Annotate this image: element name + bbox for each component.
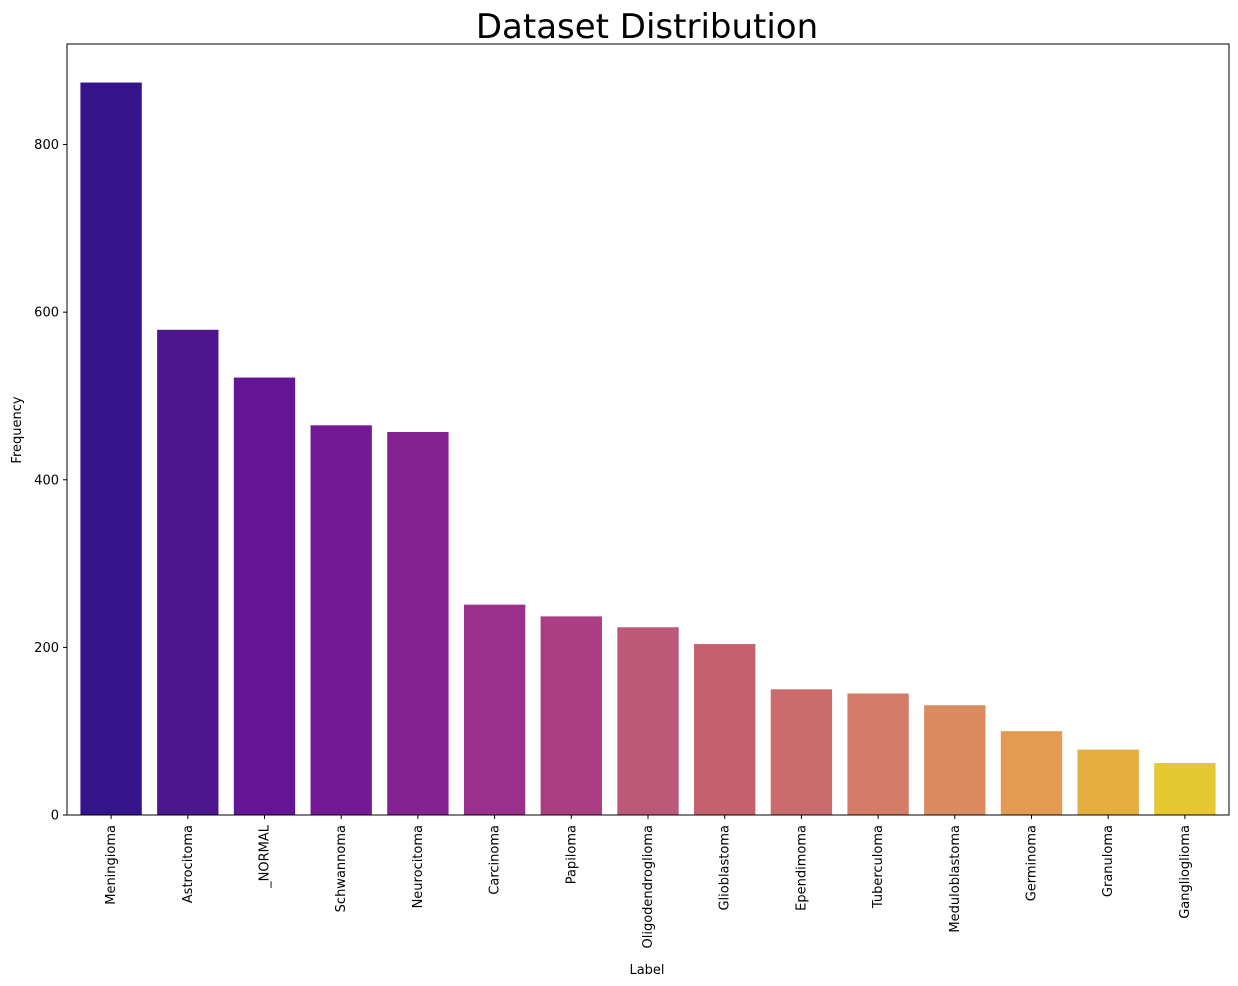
bar-normal bbox=[233, 377, 296, 815]
x-tick-label: Carcinoma bbox=[488, 825, 503, 895]
y-axis-label: Frequency bbox=[10, 396, 25, 463]
x-tick-label: Ependimoma bbox=[794, 825, 809, 911]
bar-schwannoma bbox=[310, 425, 372, 815]
x-tick-label: Meningioma bbox=[104, 825, 119, 905]
x-tick-label: Ganglioglioma bbox=[1178, 825, 1193, 919]
bar-granuloma bbox=[1077, 749, 1139, 815]
bar-carcinoma bbox=[463, 604, 526, 815]
bar-germinoma bbox=[1000, 731, 1063, 815]
x-tick-label: Astrocitoma bbox=[181, 825, 196, 903]
bar-neurocitoma bbox=[387, 432, 449, 815]
bar-ganglioglioma bbox=[1154, 763, 1216, 815]
x-tick-label: Neurocitoma bbox=[411, 825, 426, 908]
bar-meningioma bbox=[80, 82, 142, 816]
x-axis-label: Label bbox=[629, 963, 664, 978]
y-tick-label: 0 bbox=[51, 809, 59, 824]
x-axis: Meningioma Astrocitoma _NORMAL Schwannoma Ne… bbox=[104, 815, 1193, 948]
bar-ependimoma bbox=[770, 689, 833, 815]
x-tick-label: Oligodendroglioma bbox=[641, 825, 656, 948]
bars-group bbox=[80, 82, 1216, 816]
x-tick-label: Glioblastoma bbox=[718, 825, 733, 911]
y-tick-label: 800 bbox=[34, 138, 59, 153]
bar-tuberculoma bbox=[847, 693, 909, 815]
x-tick-label: Meduloblastoma bbox=[948, 825, 963, 933]
bar-meduloblastoma bbox=[924, 705, 986, 815]
bar-papiloma bbox=[540, 616, 602, 815]
x-tick-label: _NORMAL bbox=[258, 824, 273, 889]
x-tick-label: Tuberculoma bbox=[871, 825, 886, 909]
y-tick-label: 400 bbox=[34, 473, 59, 488]
bar-oligodendroglioma bbox=[617, 627, 679, 815]
y-tick-label: 200 bbox=[34, 641, 59, 656]
x-tick-label: Granuloma bbox=[1101, 825, 1116, 897]
bar-glioblastoma bbox=[694, 644, 756, 815]
y-axis: 0 200 400 600 800 bbox=[34, 138, 67, 824]
x-tick-label: Papiloma bbox=[564, 825, 579, 884]
chart-title: Dataset Distribution bbox=[476, 7, 818, 47]
bar-astrocitoma bbox=[157, 329, 219, 815]
y-tick-label: 600 bbox=[34, 306, 59, 321]
x-tick-label: Schwannoma bbox=[334, 825, 349, 912]
x-tick-label: Germinoma bbox=[1024, 825, 1039, 901]
